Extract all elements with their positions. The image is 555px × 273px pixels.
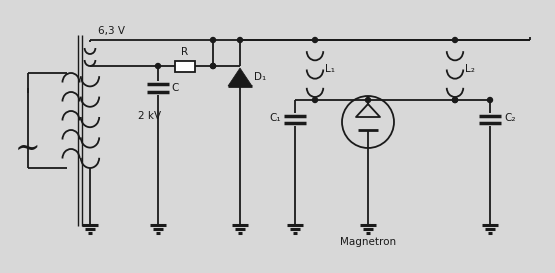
Circle shape bbox=[366, 97, 371, 102]
Text: L₁: L₁ bbox=[325, 64, 335, 75]
Text: 6,3 V: 6,3 V bbox=[98, 26, 125, 36]
Bar bbox=[175, 61, 195, 72]
Text: ~: ~ bbox=[15, 134, 41, 165]
Circle shape bbox=[452, 97, 457, 102]
Circle shape bbox=[238, 37, 243, 43]
Circle shape bbox=[155, 64, 160, 69]
Text: 2 kV: 2 kV bbox=[138, 111, 162, 121]
Circle shape bbox=[452, 97, 457, 102]
Circle shape bbox=[210, 64, 215, 69]
Circle shape bbox=[312, 97, 317, 102]
Text: C₂: C₂ bbox=[504, 113, 516, 123]
Circle shape bbox=[210, 64, 215, 69]
Text: C: C bbox=[171, 83, 178, 93]
Circle shape bbox=[312, 37, 317, 43]
Text: R: R bbox=[181, 47, 189, 57]
Text: L₂: L₂ bbox=[465, 64, 475, 75]
Circle shape bbox=[487, 97, 492, 102]
Text: D₁: D₁ bbox=[254, 72, 266, 82]
Text: Magnetron: Magnetron bbox=[340, 237, 396, 247]
Circle shape bbox=[452, 37, 457, 43]
Polygon shape bbox=[228, 68, 252, 86]
Circle shape bbox=[210, 37, 215, 43]
Text: C₁: C₁ bbox=[269, 113, 281, 123]
